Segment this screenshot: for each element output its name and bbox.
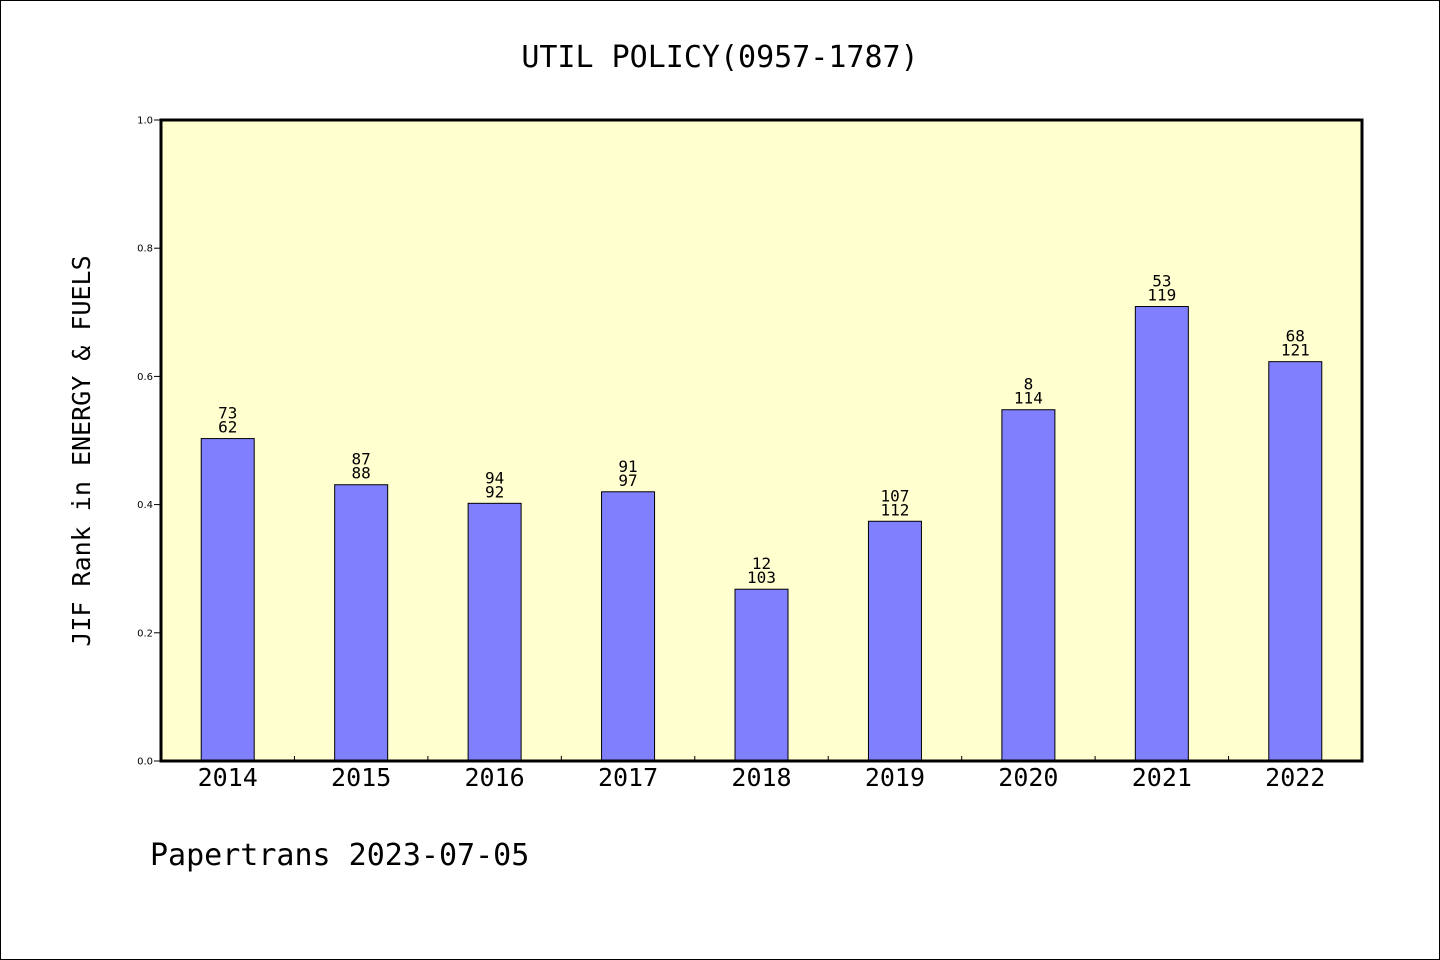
y-axis-ticks: 0.0 0.2 0.4 0.6 0.8 1.0	[137, 116, 161, 768]
bar	[334, 484, 389, 762]
bar-label-top: 73	[218, 404, 237, 423]
x-tick-label: 2020	[998, 763, 1058, 792]
bar-label-bottom: 88	[352, 464, 371, 483]
bar-label-top: 53	[1152, 272, 1171, 291]
y-tick-label: 0.8	[137, 244, 153, 255]
x-tick-label: 2021	[1132, 763, 1192, 792]
x-tick-label: 2022	[1265, 763, 1325, 792]
plot-frame	[159, 118, 1364, 763]
y-axis-label: JIF Rank in ENERGY & FUELS	[67, 255, 96, 646]
chart-title: UTIL POLICY(0957-1787)	[521, 40, 918, 75]
y-tick-label: 0.2	[137, 628, 153, 639]
y-tick-label: 0.6	[137, 372, 153, 383]
bar-label-bottom: 112	[880, 500, 909, 519]
x-tick-label: 2019	[865, 763, 925, 792]
bar-label-bottom: 92	[485, 482, 504, 501]
bar-label-bottom: 119	[1147, 286, 1176, 305]
bar-label-top: 12	[752, 554, 771, 573]
x-axis-ticks: 2014 2015 2016 2017 2018 2019 2020 2021 2022	[198, 756, 1325, 792]
footer-text: Papertrans 2023-07-05	[150, 838, 529, 873]
bar-label-top: 8	[1024, 375, 1034, 394]
bar	[1001, 409, 1056, 762]
bar	[1268, 361, 1323, 762]
bar-label-top: 68	[1286, 327, 1305, 346]
x-tick-label: 2017	[598, 763, 658, 792]
bar	[200, 438, 255, 762]
bar-label-bottom: 121	[1281, 341, 1310, 360]
bar-label-top: 107	[880, 486, 909, 505]
bar-label-top: 91	[618, 457, 637, 476]
bar	[467, 502, 522, 762]
y-tick-label: 0.0	[137, 757, 153, 768]
bar-label-bottom: 103	[747, 568, 776, 587]
bar	[734, 588, 789, 762]
x-tick-label: 2018	[731, 763, 791, 792]
bar-label-bottom: 114	[1014, 389, 1043, 408]
bar-label-bottom: 62	[218, 418, 237, 437]
bars-group	[200, 306, 1323, 762]
bar-label-top: 94	[485, 468, 504, 487]
bar	[867, 520, 922, 762]
x-tick-label: 2016	[465, 763, 525, 792]
y-tick-label: 1.0	[137, 116, 153, 127]
y-tick-label: 0.4	[137, 500, 153, 511]
bar-label-top: 87	[352, 450, 371, 469]
x-tick-label: 2014	[198, 763, 258, 792]
bar	[1134, 306, 1189, 762]
bar-label-bottom: 97	[618, 471, 637, 490]
bar	[601, 491, 656, 762]
x-tick-label: 2015	[331, 763, 391, 792]
